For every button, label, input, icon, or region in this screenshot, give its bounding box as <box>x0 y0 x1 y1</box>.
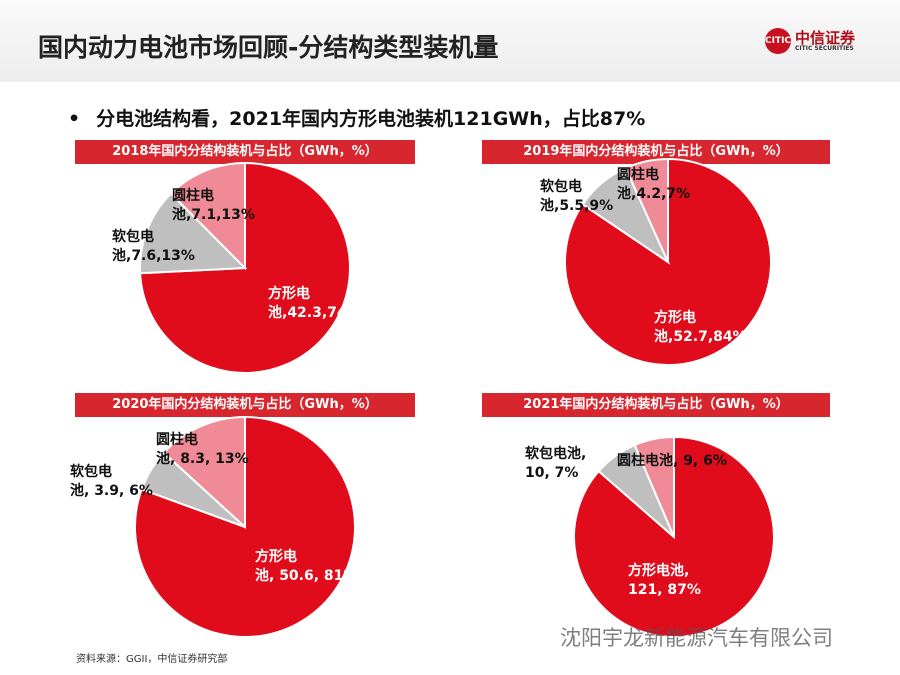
label-line: 池, 50.6, 81% <box>255 568 358 584</box>
label-line: 池, 8.3, 13% <box>156 451 249 467</box>
chart-title-2021: 2021年国内分结构装机与占比（GWh，%） <box>482 393 830 417</box>
label-line: 池,42.3,74% <box>268 305 361 321</box>
slice-label-2018-1: 软包电池,7.6,13% <box>112 228 195 266</box>
slice-label-2018-0: 方形电池,42.3,74% <box>268 285 361 323</box>
label-line: 方形电池, <box>628 563 690 579</box>
logo-cn: 中信证券 <box>795 28 856 47</box>
label-line: 池,5.5,9% <box>540 198 614 214</box>
slice-label-2021-2: 圆柱电池, 9, 6% <box>617 452 727 471</box>
label-line: 圆柱电 <box>156 432 198 448</box>
label-line: 10, 7% <box>525 465 579 481</box>
slice-label-2021-1: 软包电池, 10, 7% <box>525 445 586 483</box>
label-line: 圆柱电 <box>617 167 659 183</box>
label-line: 圆柱电池, 9, 6% <box>617 453 727 469</box>
summary-bullet: • 分电池结构看，2021年国内方形电池装机121GWh，占比87% <box>68 104 645 131</box>
pie-slice-2021-2 <box>633 435 675 538</box>
pie-slice-2018-1 <box>139 192 248 275</box>
pie-slice-2019-2 <box>624 157 669 263</box>
label-line: 软包电 <box>112 229 154 245</box>
label-line: 池,7.1,13% <box>172 207 255 223</box>
slice-label-2019-1: 软包电池,5.5,9% <box>540 178 613 216</box>
slice-label-2019-2: 圆柱电池,4.2,7% <box>617 166 690 204</box>
slice-label-2018-2: 圆柱电池,7.1,13% <box>172 187 255 225</box>
label-line: 方形电 <box>268 286 310 302</box>
label-line: 池,52.7,84% <box>654 329 747 345</box>
chart-title-2020: 2020年国内分结构装机与占比（GWh，%） <box>75 393 415 417</box>
label-line: 软包电 <box>540 179 582 195</box>
logo-en: CITIC SECURITIES <box>795 44 854 52</box>
pie-slice-2020-2 <box>162 415 246 530</box>
citic-logo-icon: CITIC <box>765 28 791 54</box>
label-line: 圆柱电 <box>172 188 214 204</box>
citic-logo: CITIC 中信证券 CITIC SECURITIES <box>765 28 855 54</box>
source-note: 资料来源：GGII，中信证券研究部 <box>76 654 228 665</box>
chart-title-2018: 2018年国内分结构装机与占比（GWh，%） <box>75 140 415 164</box>
pie-slice-2018-2 <box>169 161 246 271</box>
slice-label-2019-0: 方形电池,52.7,84% <box>654 309 747 347</box>
summary-text: 分电池结构看，2021年国内方形电池装机121GWh，占比87% <box>96 108 646 130</box>
label-line: 软包电池, <box>525 446 587 462</box>
title-bar: 国内动力电池市场回顾-分结构类型装机量 CITIC 中信证券 CITIC SEC… <box>0 0 900 82</box>
label-line: 池,7.6,13% <box>112 248 195 264</box>
label-line: 池, 3.9, 6% <box>70 483 153 499</box>
bullet-dot: • <box>68 108 81 130</box>
label-line: 121, 87% <box>628 582 701 598</box>
label-line: 方形电 <box>654 310 696 326</box>
page-title: 国内动力电池市场回顾-分结构类型装机量 <box>38 33 499 62</box>
slice-label-2020-1: 软包电池, 3.9, 6% <box>70 463 153 501</box>
label-line: 软包电 <box>70 464 112 480</box>
label-line: 方形电 <box>255 549 297 565</box>
slice-label-2020-0: 方形电池, 50.6, 81% <box>255 548 357 586</box>
label-line: 池,4.2,7% <box>617 186 691 202</box>
watermark: 沈阳宇龙新能源汽车有限公司 <box>560 626 833 650</box>
slice-label-2021-0: 方形电池, 121, 87% <box>628 562 701 600</box>
slice-label-2020-2: 圆柱电池, 8.3, 13% <box>156 431 249 469</box>
